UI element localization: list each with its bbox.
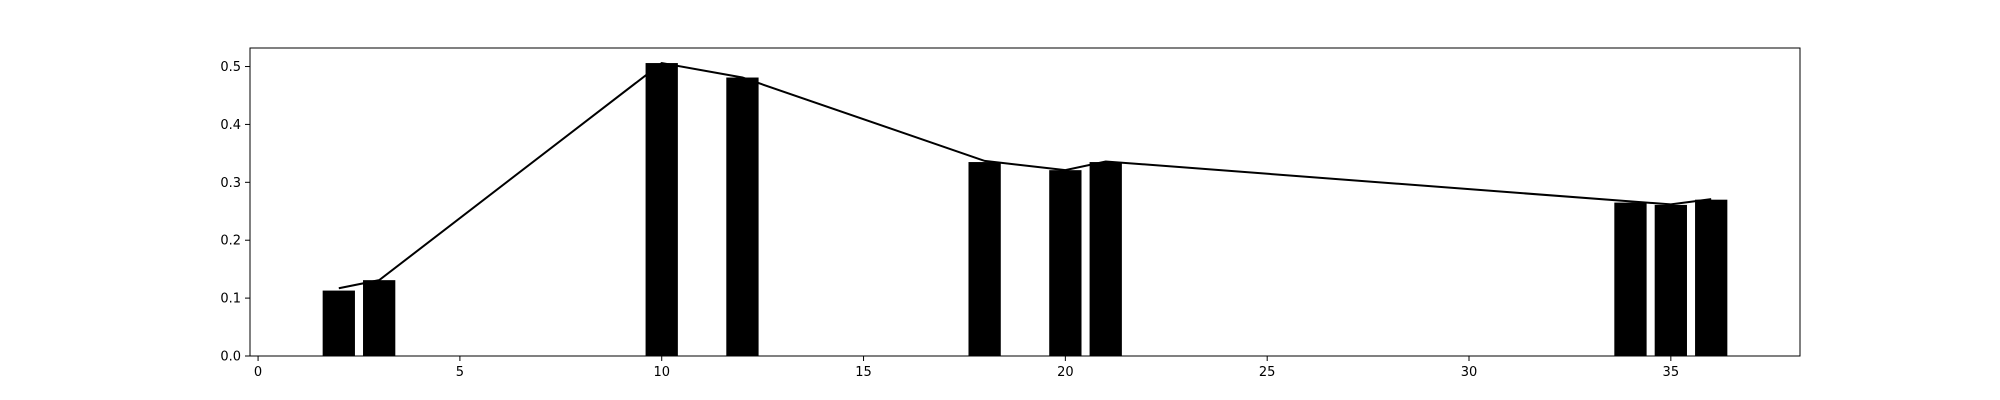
x-tick-label: 15 bbox=[855, 365, 872, 380]
bar bbox=[363, 280, 396, 356]
x-tick-label: 20 bbox=[1057, 365, 1074, 380]
y-tick-label: 0.5 bbox=[220, 60, 241, 75]
y-tick-label: 0.3 bbox=[220, 176, 241, 191]
bar-group bbox=[322, 63, 1728, 357]
bar bbox=[726, 77, 759, 357]
bar bbox=[322, 290, 355, 356]
series-line bbox=[338, 61, 1712, 290]
y-tick-label: 0.2 bbox=[220, 234, 241, 249]
x-tick-label: 35 bbox=[1663, 365, 1680, 380]
x-tick-label: 5 bbox=[456, 365, 464, 380]
x-tick-label: 0 bbox=[254, 365, 262, 380]
x-axis: 0 5 10 15 20 25 30 35 bbox=[254, 356, 1679, 380]
bar bbox=[1049, 170, 1082, 356]
x-tick-label: 10 bbox=[653, 365, 670, 380]
y-axis: 0.0 0.1 0.2 0.3 0.4 0.5 bbox=[220, 60, 250, 365]
bar bbox=[1614, 202, 1647, 356]
bar bbox=[1695, 199, 1728, 356]
bar bbox=[1089, 162, 1122, 356]
axes-frame bbox=[249, 47, 1801, 357]
x-tick-label: 25 bbox=[1259, 365, 1276, 380]
y-tick-label: 0.4 bbox=[220, 118, 241, 133]
bar bbox=[1654, 204, 1687, 356]
x-tick-label: 30 bbox=[1461, 365, 1478, 380]
bar bbox=[968, 162, 1001, 356]
bar bbox=[645, 63, 678, 356]
y-tick-label: 0.1 bbox=[220, 292, 241, 307]
y-tick-label: 0.0 bbox=[220, 350, 241, 365]
line-group bbox=[338, 61, 1712, 290]
